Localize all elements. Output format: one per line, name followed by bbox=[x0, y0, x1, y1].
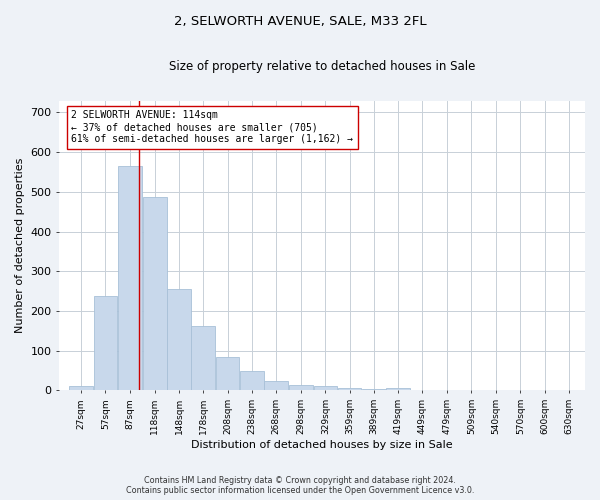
Bar bbox=[167, 289, 191, 390]
Bar bbox=[143, 196, 167, 390]
X-axis label: Distribution of detached houses by size in Sale: Distribution of detached houses by size … bbox=[191, 440, 453, 450]
Bar bbox=[191, 326, 215, 390]
Bar bbox=[362, 389, 386, 390]
Bar bbox=[240, 372, 263, 390]
Bar bbox=[118, 166, 142, 390]
Bar bbox=[289, 386, 313, 390]
Bar bbox=[386, 388, 410, 390]
Bar bbox=[338, 388, 361, 390]
Bar bbox=[216, 356, 239, 390]
Bar bbox=[70, 386, 93, 390]
Title: Size of property relative to detached houses in Sale: Size of property relative to detached ho… bbox=[169, 60, 475, 73]
Y-axis label: Number of detached properties: Number of detached properties bbox=[15, 158, 25, 333]
Bar bbox=[264, 380, 288, 390]
Bar bbox=[94, 296, 117, 390]
Bar bbox=[314, 386, 337, 390]
Text: Contains HM Land Registry data © Crown copyright and database right 2024.
Contai: Contains HM Land Registry data © Crown c… bbox=[126, 476, 474, 495]
Text: 2 SELWORTH AVENUE: 114sqm
← 37% of detached houses are smaller (705)
61% of semi: 2 SELWORTH AVENUE: 114sqm ← 37% of detac… bbox=[71, 110, 353, 144]
Text: 2, SELWORTH AVENUE, SALE, M33 2FL: 2, SELWORTH AVENUE, SALE, M33 2FL bbox=[173, 15, 427, 28]
